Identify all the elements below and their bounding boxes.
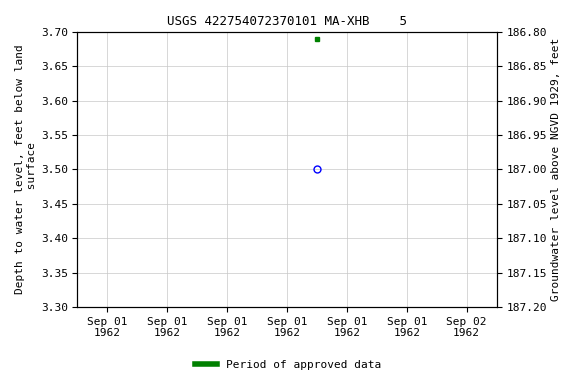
Y-axis label: Depth to water level, feet below land
 surface: Depth to water level, feet below land su… bbox=[15, 45, 37, 294]
Title: USGS 422754072370101 MA-XHB    5: USGS 422754072370101 MA-XHB 5 bbox=[167, 15, 407, 28]
Y-axis label: Groundwater level above NGVD 1929, feet: Groundwater level above NGVD 1929, feet bbox=[551, 38, 561, 301]
Legend: Period of approved data: Period of approved data bbox=[191, 356, 385, 375]
